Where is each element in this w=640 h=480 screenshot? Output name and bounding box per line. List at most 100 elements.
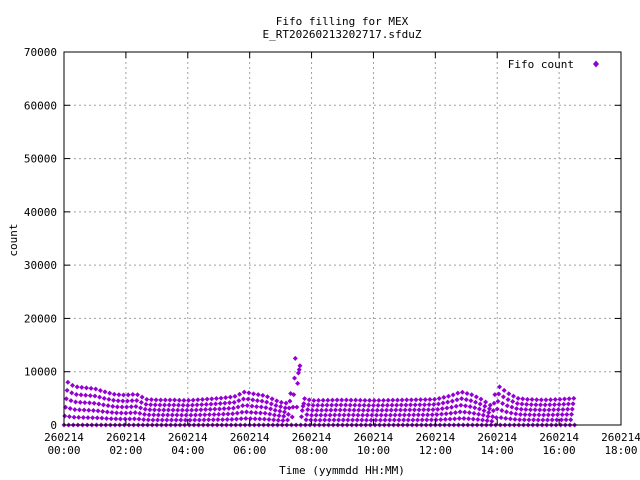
data-point	[472, 405, 478, 411]
data-point	[172, 397, 178, 403]
data-point	[289, 414, 295, 420]
data-point	[244, 409, 250, 415]
data-point	[430, 407, 436, 413]
data-point	[211, 411, 217, 417]
data-point	[371, 397, 377, 403]
data-point	[522, 412, 528, 418]
data-point	[243, 415, 249, 421]
data-point	[329, 397, 335, 403]
data-point	[339, 397, 345, 403]
data-point	[431, 402, 437, 408]
data-point	[563, 417, 569, 423]
data-point	[500, 401, 506, 407]
data-point	[113, 416, 119, 422]
data-point	[532, 407, 538, 413]
data-point	[445, 393, 451, 399]
data-point	[513, 411, 519, 417]
data-point	[514, 406, 520, 412]
data-point	[471, 410, 477, 416]
data-point	[357, 402, 363, 408]
data-point	[100, 408, 106, 414]
data-point	[271, 412, 277, 418]
data-point	[378, 412, 384, 418]
data-point	[269, 396, 275, 402]
data-point	[286, 405, 292, 411]
data-point	[477, 401, 483, 407]
data-point	[248, 409, 254, 415]
data-point	[185, 402, 191, 408]
data-point	[73, 399, 79, 405]
data-point	[81, 407, 87, 413]
data-point	[413, 397, 419, 403]
y-tick-label: 70000	[24, 46, 57, 59]
data-point	[481, 408, 487, 414]
data-point	[439, 411, 445, 417]
data-point	[138, 399, 144, 405]
data-point	[221, 406, 227, 412]
data-point	[115, 398, 121, 404]
data-point	[558, 417, 564, 423]
data-point	[235, 404, 241, 410]
data-point	[316, 397, 322, 403]
data-point	[296, 367, 302, 373]
data-point	[64, 387, 70, 393]
data-point	[568, 411, 574, 417]
data-point	[297, 363, 303, 369]
data-point	[551, 402, 557, 408]
data-point	[346, 407, 352, 413]
data-point	[492, 392, 498, 398]
data-point	[148, 397, 154, 403]
data-point	[415, 412, 421, 418]
data-point	[498, 415, 504, 421]
x-tick-date: 260214	[168, 431, 208, 444]
data-point	[533, 402, 539, 408]
data-point	[351, 407, 357, 413]
data-point	[210, 417, 216, 423]
data-point	[382, 417, 388, 423]
data-point	[504, 409, 510, 415]
data-point	[147, 407, 153, 413]
data-point	[137, 410, 143, 416]
data-point	[79, 384, 85, 390]
data-point	[225, 411, 231, 417]
data-point	[130, 391, 136, 397]
data-point	[333, 407, 339, 413]
data-point	[466, 416, 472, 422]
data-point	[387, 412, 393, 418]
data-point	[136, 416, 142, 422]
data-point	[403, 402, 409, 408]
data-point	[189, 402, 195, 408]
data-point	[551, 407, 557, 413]
y-axis-label: count	[7, 223, 20, 256]
data-point	[99, 415, 105, 421]
data-point	[170, 407, 176, 413]
data-point	[267, 411, 273, 417]
data-point	[427, 397, 433, 403]
data-point	[280, 418, 286, 424]
data-point	[545, 417, 551, 423]
data-point	[303, 417, 309, 423]
data-point	[207, 406, 213, 412]
data-point	[238, 416, 244, 422]
data-point	[457, 409, 463, 415]
data-point	[564, 412, 570, 418]
data-point	[459, 396, 465, 402]
data-point	[461, 416, 467, 422]
data-point	[518, 406, 524, 412]
data-point	[208, 401, 214, 407]
data-point	[292, 375, 298, 381]
data-point	[426, 402, 432, 408]
data-point	[254, 398, 260, 404]
data-point	[422, 402, 428, 408]
data-point	[537, 407, 543, 413]
data-point	[456, 416, 462, 422]
data-point	[343, 402, 349, 408]
data-point	[490, 408, 496, 414]
data-point	[274, 398, 280, 404]
data-point	[509, 404, 515, 410]
x-tick-date: 260214	[44, 431, 84, 444]
data-point	[118, 410, 124, 416]
data-point	[425, 407, 431, 413]
data-point	[124, 404, 130, 410]
data-point	[411, 407, 417, 413]
